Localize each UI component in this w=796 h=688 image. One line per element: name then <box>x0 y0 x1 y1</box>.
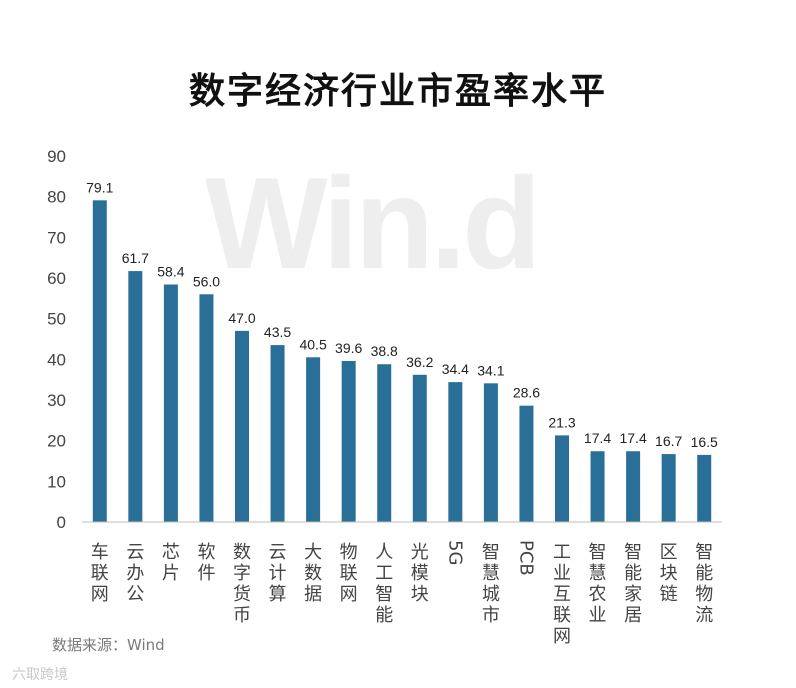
bar-value-label: 58.4 <box>157 264 184 280</box>
y-tick-label: 80 <box>47 188 66 207</box>
bar <box>199 294 214 522</box>
category-label: PCB <box>515 540 536 576</box>
bar-value-label: 34.4 <box>442 361 469 377</box>
category-label: 光模块 <box>411 542 429 605</box>
bar-value-label: 34.1 <box>477 362 504 378</box>
category-label: 工业互联网 <box>553 542 571 647</box>
bar-value-label: 36.2 <box>406 354 433 370</box>
category-label: 云计算 <box>269 542 287 605</box>
bar <box>661 454 676 522</box>
bar-value-label: 43.5 <box>264 324 291 340</box>
bar-value-label: 61.7 <box>122 250 149 266</box>
bar <box>235 330 249 522</box>
category-label: 人工智能 <box>375 542 393 626</box>
bar <box>163 284 178 522</box>
bar <box>626 451 641 522</box>
bar-value-label: 16.5 <box>691 434 718 450</box>
bar <box>377 364 392 522</box>
y-tick-label: 90 <box>47 147 66 166</box>
watermark-logo: Win.d <box>205 150 542 296</box>
category-label: 软件 <box>197 542 215 584</box>
y-tick-label: 70 <box>47 228 66 247</box>
bar <box>270 345 285 522</box>
bar-value-label: 17.4 <box>584 430 611 446</box>
value-labels: 79.1 61.7 58.4 56.0 47.0 43.5 40.5 39.6 38.8 36.2… <box>86 179 718 450</box>
category-label: 芯片 <box>162 542 180 584</box>
bar <box>590 451 605 522</box>
y-tick-label: 20 <box>47 432 66 451</box>
bar <box>519 405 534 522</box>
bar <box>128 271 143 522</box>
bar <box>92 200 107 522</box>
bar-value-label: 39.6 <box>335 340 362 356</box>
bar <box>448 382 463 522</box>
y-tick-label: 30 <box>47 391 66 410</box>
bar <box>341 360 356 522</box>
category-label: 智慧城市 <box>482 542 500 626</box>
chart-title: 数字经济行业市盈率水平 <box>188 71 607 112</box>
category-label: 数字货币 <box>233 542 251 626</box>
bar-value-label: 21.3 <box>548 414 575 430</box>
bar-value-label: 79.1 <box>86 179 113 195</box>
bar-value-label: 17.4 <box>619 430 646 446</box>
bar <box>412 374 427 522</box>
category-label: 大数据 <box>304 542 322 605</box>
y-tick-label: 40 <box>47 350 66 369</box>
category-label: 云办公 <box>126 542 144 605</box>
bar <box>483 383 498 522</box>
y-tick-label: 50 <box>47 310 66 329</box>
y-tick-label: 10 <box>47 472 66 491</box>
bar <box>555 435 569 522</box>
bar-value-label: 28.6 <box>513 385 540 401</box>
bar-value-label: 16.7 <box>655 433 682 449</box>
category-label: 5G <box>444 540 465 565</box>
y-tick-label: 0 <box>57 513 66 532</box>
y-axis: 0 10 20 30 40 50 60 70 80 90 <box>47 147 66 532</box>
category-label: 物联网 <box>340 542 358 605</box>
bar <box>697 454 712 522</box>
category-label: 车联网 <box>91 542 109 605</box>
bars <box>92 200 712 522</box>
bar-value-label: 40.5 <box>299 336 326 352</box>
source-note: 数据来源：Wind <box>52 636 165 654</box>
bar-value-label: 38.8 <box>371 343 398 359</box>
category-label: 智能物流 <box>695 542 713 626</box>
bar-value-label: 47.0 <box>228 310 255 326</box>
category-label: 区块链 <box>660 542 678 605</box>
category-label: 智慧农业 <box>589 542 607 626</box>
bar-value-label: 56.0 <box>193 273 220 289</box>
brand-watermark: 六取跨境 <box>12 667 68 683</box>
bar <box>306 357 321 522</box>
y-tick-label: 60 <box>47 269 66 288</box>
category-label: 智能家居 <box>624 542 642 626</box>
